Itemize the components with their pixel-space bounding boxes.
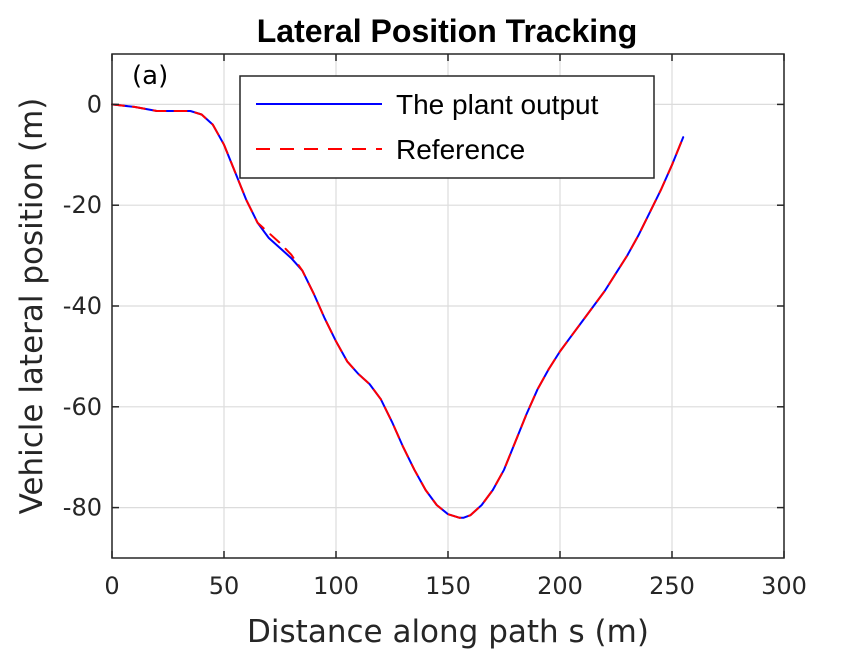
x-tick-label: 50 bbox=[209, 572, 240, 600]
x-tick-label: 0 bbox=[104, 572, 119, 600]
y-tick-label: 0 bbox=[87, 90, 102, 118]
y-axis-label: Vehicle lateral position (m) bbox=[14, 98, 50, 515]
tick-labels: 0 50 100 150 200 250 300 -80 -60 -40 -20 0 bbox=[63, 90, 807, 600]
x-tick-label: 250 bbox=[649, 572, 695, 600]
x-tick-label: 150 bbox=[425, 572, 471, 600]
y-tick-label: -80 bbox=[63, 494, 102, 522]
x-tick-label: 200 bbox=[537, 572, 583, 600]
x-tick-label: 300 bbox=[761, 572, 807, 600]
chart-title: Lateral Position Tracking bbox=[257, 13, 638, 49]
y-tick-label: -20 bbox=[63, 191, 102, 219]
series-layer bbox=[111, 103, 685, 519]
legend-label-reference: Reference bbox=[396, 134, 525, 165]
legend: The plant output Reference bbox=[239, 75, 655, 179]
panel-annotation: (a) bbox=[132, 61, 168, 91]
x-axis-label: Distance along path s (m) bbox=[247, 614, 649, 650]
legend-label-plant-output: The plant output bbox=[396, 89, 599, 120]
y-tick-label: -40 bbox=[63, 292, 102, 320]
x-tick-label: 100 bbox=[313, 572, 359, 600]
legend-box bbox=[239, 75, 655, 179]
series-line-reference bbox=[111, 103, 685, 519]
tick-marks bbox=[111, 54, 785, 558]
y-tick-label: -60 bbox=[63, 393, 102, 421]
